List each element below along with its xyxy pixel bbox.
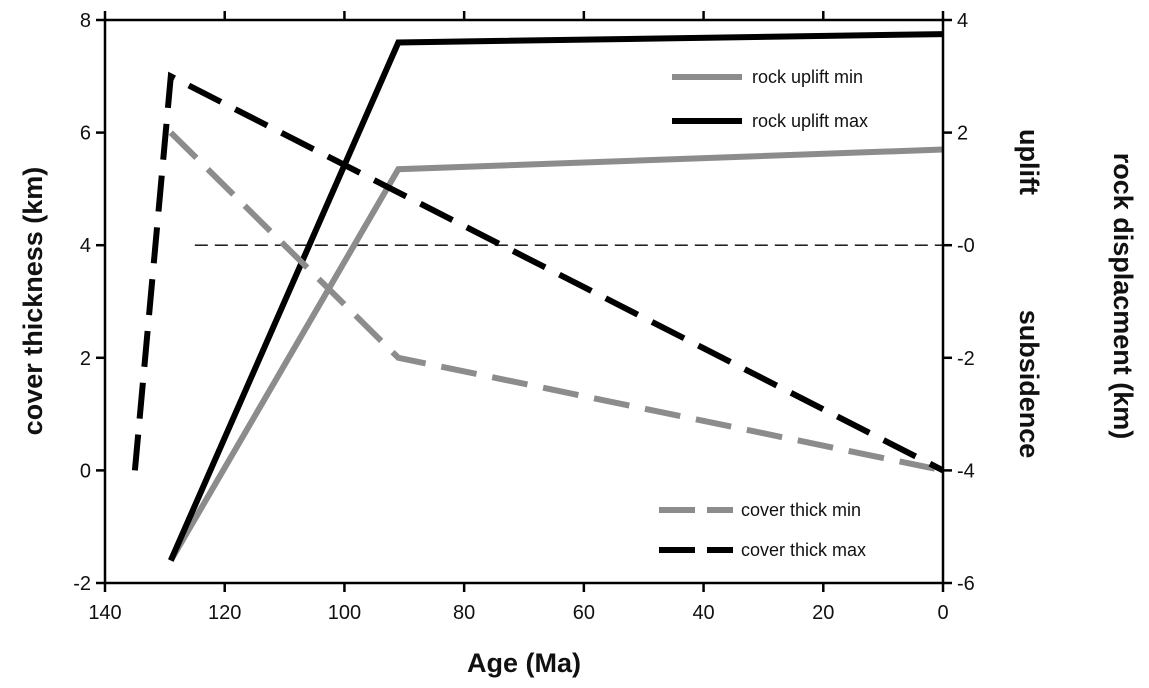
y-left-tick-label: 4	[80, 235, 91, 257]
y-right-tick-label: -6	[957, 573, 975, 595]
y-left-tick-label: 6	[80, 123, 91, 145]
y-axis-left-title: cover thickness (km)	[18, 167, 48, 436]
series-layer	[131, 31, 945, 563]
legend-label: cover thick max	[741, 540, 866, 560]
y-axis-right-title: rock displacment (km)	[1108, 153, 1138, 440]
legend-label: rock uplift max	[752, 111, 868, 131]
series-line-cover-thick-max	[131, 71, 945, 474]
x-tick-label: 20	[812, 602, 834, 624]
series-line-cover-thick-min	[168, 130, 944, 474]
series-line-rock-uplift-max	[168, 31, 944, 562]
y-right-tick-label: -2	[957, 348, 975, 370]
x-tick-label: 80	[453, 602, 475, 624]
plot-frame	[103, 18, 945, 585]
x-axis-title: Age (Ma)	[467, 648, 581, 678]
y-left-tick-label: 8	[80, 10, 91, 32]
y-right-tick-label: 2	[957, 123, 968, 145]
y-left-tick-label: -2	[73, 573, 91, 595]
y-right-tick-label: 4	[957, 10, 968, 32]
x-tick-label: 60	[573, 602, 595, 624]
legend-label: rock uplift min	[752, 67, 863, 87]
right-sublabel-uplift: uplift	[1014, 129, 1044, 195]
right-sublabel-subsidence: subsidence	[1014, 310, 1044, 459]
y-left-tick-label: 0	[80, 460, 91, 482]
y-right-tick-label: -0	[957, 235, 975, 257]
tick-layer: 140 120 100 80 60 40 20 0 -2 0 2 4 6 8 -6 -4 -2 -0 2 4	[73, 10, 975, 624]
y-right-tick-label: -4	[957, 460, 975, 482]
y-left-tick-label: 2	[80, 348, 91, 370]
x-tick-label: 140	[88, 602, 121, 624]
x-tick-label: 100	[328, 602, 361, 624]
series-line-rock-uplift-min	[168, 146, 944, 563]
x-tick-label: 40	[692, 602, 714, 624]
x-tick-label: 0	[937, 602, 948, 624]
legend-layer: rock uplift min rock uplift max cover thic…	[659, 67, 868, 560]
x-tick-label: 120	[208, 602, 241, 624]
legend-label: cover thick min	[741, 500, 861, 520]
